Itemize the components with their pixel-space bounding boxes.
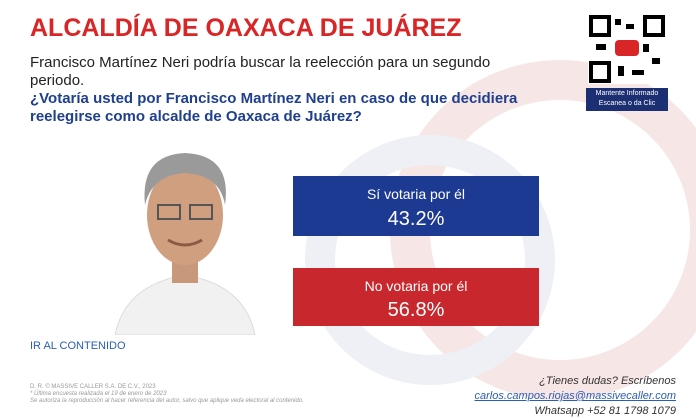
- qr-caption-line: Escanea o da Clic: [598, 100, 656, 107]
- link[interactable]: IR AL CONTENIDO: [30, 340, 126, 352]
- photo: [114, 153, 256, 335]
- footer-text: * Última encuesta realizada el 19 de ene…: [30, 391, 167, 397]
- footer-legal: D. R. © MASSIVE CALLER S.A. DE C.V., 202…: [30, 384, 350, 405]
- qr-code: [588, 14, 666, 84]
- question: ¿Votaría usted por Francisco Martínez Ne…: [30, 90, 518, 125]
- contact: ¿Tienes dudas? Escríbenos carlos.campos.…: [420, 374, 676, 418]
- result-box: Sí votaria por él 43.2%: [293, 176, 539, 236]
- footer-text: Se autoriza la reproducción al hacer ref…: [30, 398, 304, 404]
- result-box: No votaria por él 56.8%: [293, 268, 539, 326]
- footer-text: D. R. © MASSIVE CALLER S.A. DE C.V., 202…: [30, 384, 156, 390]
- subtitle: Francisco Martínez Neri podría buscar la…: [30, 54, 491, 89]
- qr-caption-line: Mantente Informado: [595, 90, 659, 97]
- result-value: 56.8%: [387, 299, 445, 321]
- result-value: 43.2%: [387, 208, 445, 230]
- result-label: Sí votaria por él: [366, 186, 466, 202]
- contact-prompt: ¿Tienes dudas? Escríbenos: [539, 375, 676, 387]
- result-label: No votaria por él: [364, 278, 468, 294]
- email[interactable]: carlos.campos.riojas@massivecaller.com: [474, 390, 676, 402]
- qr-caption[interactable]: Mantente Informado Escanea o da Clic: [586, 88, 668, 111]
- title: ALCALDÍA DE OAXACA DE JUÁREZ: [30, 14, 462, 42]
- phone: Whatsapp +52 81 1798 1079: [534, 405, 676, 417]
